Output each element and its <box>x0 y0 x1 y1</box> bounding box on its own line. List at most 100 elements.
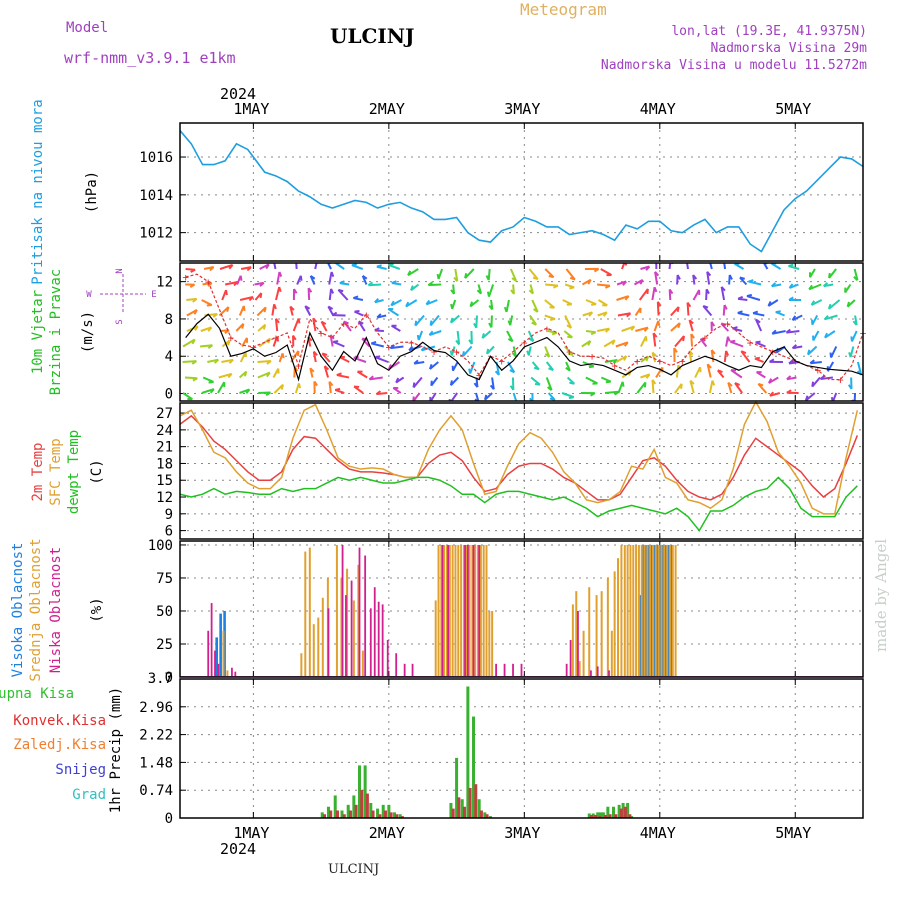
precip-bar-0 <box>340 810 344 818</box>
clouds-ytick-label: 50 <box>156 604 173 620</box>
wind-barb-head <box>624 263 628 266</box>
cloud-bar-2 <box>569 640 572 677</box>
wind-barb-head <box>846 301 850 308</box>
cloud-bar-2 <box>596 666 599 677</box>
wind-barb-head <box>688 319 694 325</box>
wind-barb <box>512 392 518 401</box>
wind-barb <box>201 388 215 394</box>
precip-bar-1 <box>485 814 489 818</box>
cloud-bar-1 <box>623 544 626 677</box>
footer-station: ULCINJ <box>328 862 380 877</box>
wind-speed-line <box>185 313 864 382</box>
model-elevation-label: Nadmorska Visina u modelu 11.5272m <box>600 58 867 73</box>
wind-barb <box>603 339 616 348</box>
wind-barb-head <box>266 372 271 378</box>
wind-barb-head <box>430 380 433 386</box>
wind-barb-head <box>510 289 515 295</box>
wind-barb-head <box>413 359 419 365</box>
precip-bar-0 <box>612 806 616 818</box>
precip-bar-0 <box>488 816 492 818</box>
wind-gust-marker: + <box>679 355 686 368</box>
precip-legend-4: Grad <box>72 787 106 803</box>
wind-barb <box>387 308 399 317</box>
precip-bar-0 <box>392 812 396 818</box>
precip-bar-1 <box>400 816 404 818</box>
wind-barb-head <box>395 377 400 383</box>
cloud-bar-2 <box>472 544 475 677</box>
wind-barb-head <box>367 281 374 287</box>
wind-barb-head <box>273 303 277 310</box>
wind-gust-marker: + <box>295 360 302 373</box>
wind-barb-head <box>567 352 573 356</box>
cloud-bar-1 <box>340 577 343 677</box>
wind-barb-head <box>588 365 595 369</box>
wind-barb <box>257 371 271 379</box>
precip-bar-1 <box>474 784 478 818</box>
wind-barb-head <box>336 372 342 376</box>
wind-barb-head <box>330 288 335 294</box>
wind-barb-head <box>651 379 657 385</box>
wind-barb-head <box>494 370 500 376</box>
temperature-panel <box>180 403 863 539</box>
temperature-ytick-label: 6 <box>165 524 173 540</box>
cloud-bar-2 <box>350 580 353 677</box>
cloud-bar-1 <box>660 544 663 677</box>
wind-barb <box>565 268 576 281</box>
wind-barb-head <box>791 315 797 321</box>
wind-barb <box>755 319 763 332</box>
wind-barb-head <box>593 268 600 273</box>
wind-barb-head <box>689 379 695 385</box>
cloud-bar-1 <box>462 544 465 677</box>
wind-barb-head <box>788 296 794 301</box>
wind-barb-head <box>189 283 196 288</box>
wind-gust-marker: + <box>205 276 212 289</box>
wind-barb-head <box>339 280 345 285</box>
wind-barb <box>621 263 626 270</box>
precip-legend-3: Snijeg <box>55 762 106 778</box>
wind-barb-head <box>473 322 478 329</box>
wind-barb-head <box>643 382 647 388</box>
cloud-bar-2 <box>565 663 568 677</box>
wind-barb-head <box>621 381 625 387</box>
wind-barb <box>332 340 345 348</box>
wind-barb <box>604 359 618 363</box>
wind-barb <box>184 376 198 380</box>
wind-barb <box>428 283 442 287</box>
wind-barb-head <box>273 255 276 259</box>
cloud-bar-2 <box>464 544 466 677</box>
precip-bar-0 <box>617 804 621 818</box>
wind-barb <box>544 299 556 309</box>
cloud-bar-2 <box>608 670 610 677</box>
cloud-bar-1 <box>468 544 471 677</box>
cloud-bar-1 <box>617 558 620 677</box>
wind-barb-head <box>568 396 575 400</box>
day-label-bottom: 1MAY <box>233 824 269 842</box>
compass-south: S <box>115 319 125 324</box>
wind-barb-head <box>786 389 792 394</box>
pressure-frame <box>179 122 864 262</box>
cloud-bar-2 <box>386 640 389 677</box>
cloud-bar-1 <box>606 577 609 677</box>
wind-barb-head <box>611 339 616 346</box>
cloud-bar-2 <box>381 604 384 677</box>
wind-barb-head <box>280 384 284 390</box>
wind-barb <box>596 327 610 332</box>
wind-barb <box>488 284 495 297</box>
cloud-bar-1 <box>300 653 303 677</box>
cloud-bar-2 <box>214 650 216 677</box>
wind-barb-head <box>209 388 215 394</box>
wind-barb-head <box>278 286 282 293</box>
precip-bar-1 <box>619 808 623 818</box>
cloud-bar-0 <box>661 544 664 677</box>
clouds-ytick-label: 75 <box>156 571 173 587</box>
cloud-bar-1 <box>595 595 598 677</box>
temperature-ytick-label: 24 <box>156 423 173 439</box>
wind-barb-head <box>569 381 575 385</box>
wind-barb <box>617 381 624 394</box>
wind-barb <box>636 381 647 394</box>
precip-bar-0 <box>621 802 625 818</box>
wind-barb <box>475 315 478 328</box>
wind-barb <box>429 330 442 337</box>
cloud-bar-2 <box>495 663 497 677</box>
cloud-bar-1 <box>346 568 349 677</box>
